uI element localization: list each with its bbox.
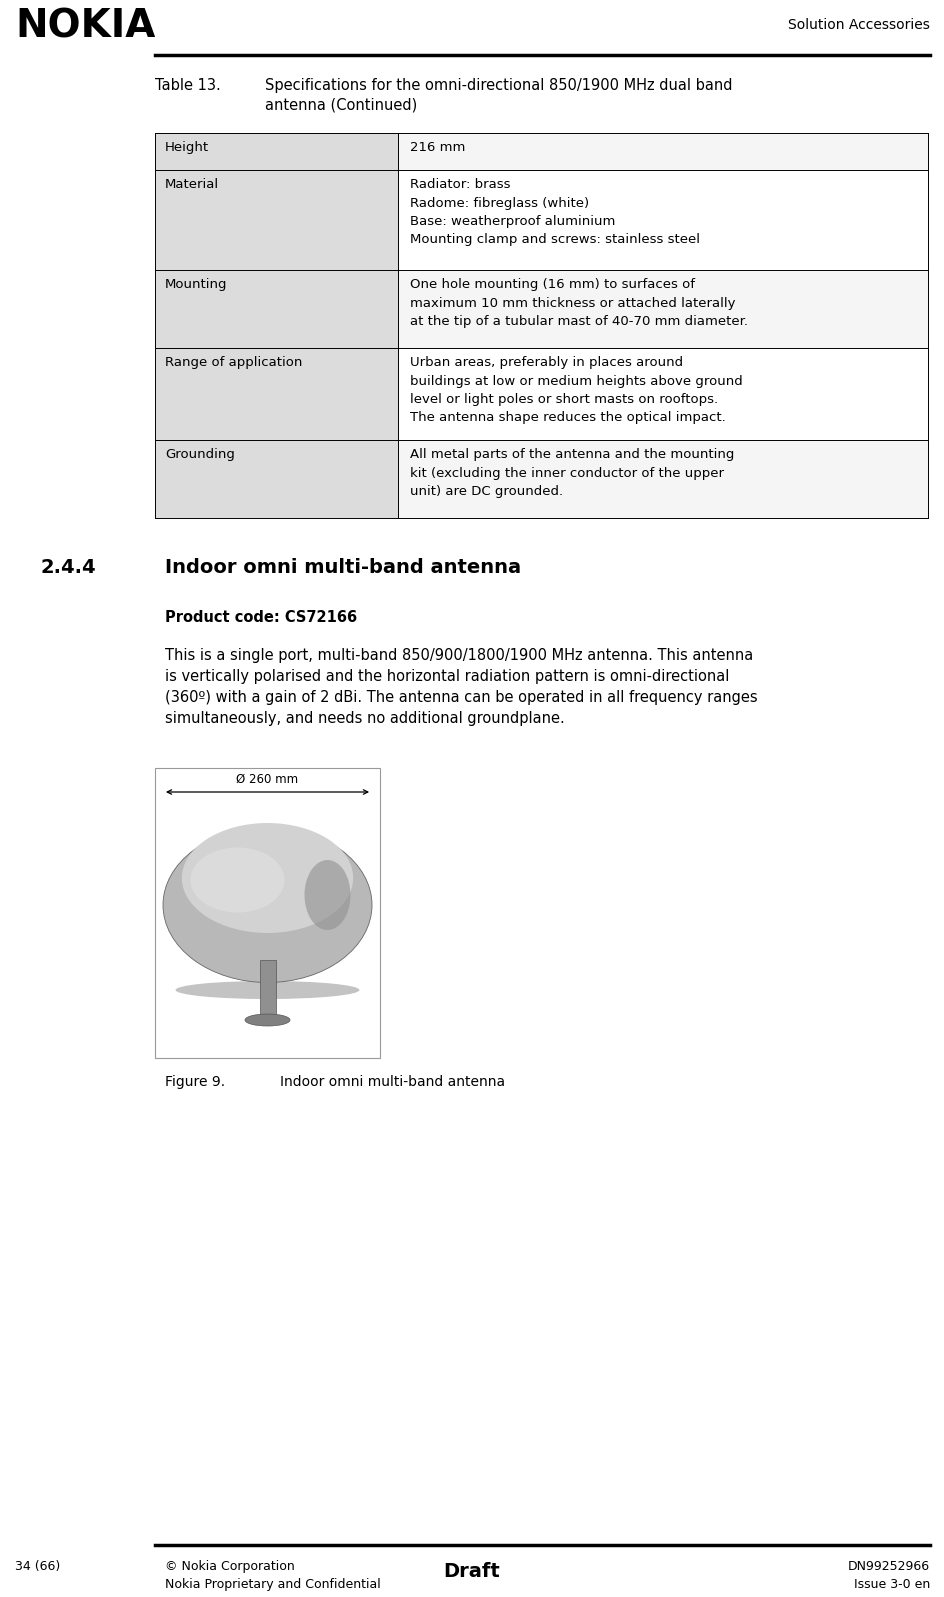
Text: Indoor omni multi-band antenna: Indoor omni multi-band antenna: [279, 1075, 505, 1089]
Bar: [155, 768, 379, 1057]
Text: simultaneously, and needs no additional groundplane.: simultaneously, and needs no additional …: [165, 711, 565, 727]
Text: Mounting: Mounting: [165, 278, 228, 291]
Text: Solution Accessories: Solution Accessories: [787, 18, 929, 32]
Ellipse shape: [181, 822, 353, 933]
Text: Ø 260 mm: Ø 260 mm: [236, 773, 298, 786]
Ellipse shape: [162, 827, 372, 982]
Bar: [155, 348, 397, 441]
Bar: [155, 169, 397, 270]
Text: Nokia Proprietary and Confidential: Nokia Proprietary and Confidential: [165, 1578, 380, 1591]
Bar: [397, 169, 927, 270]
Text: is vertically polarised and the horizontal radiation pattern is omni-directional: is vertically polarised and the horizont…: [165, 669, 729, 684]
Bar: [397, 270, 927, 348]
Text: Range of application: Range of application: [165, 356, 302, 369]
Bar: [397, 133, 927, 169]
Text: Radiator: brass
Radome: fibreglass (white)
Base: weatherproof aluminium
Mounting: Radiator: brass Radome: fibreglass (whit…: [410, 177, 700, 246]
Text: Indoor omni multi-band antenna: Indoor omni multi-band antenna: [165, 557, 520, 577]
Text: Product code: CS72166: Product code: CS72166: [165, 610, 357, 624]
Text: © Nokia Corporation: © Nokia Corporation: [165, 1560, 295, 1573]
Ellipse shape: [244, 1014, 290, 1025]
Text: Material: Material: [165, 177, 219, 192]
Bar: [397, 441, 927, 517]
Text: Urban areas, preferably in places around
buildings at low or medium heights abov: Urban areas, preferably in places around…: [410, 356, 742, 425]
Text: Draft: Draft: [443, 1562, 499, 1581]
Text: NOKIA: NOKIA: [15, 6, 155, 45]
Ellipse shape: [191, 848, 284, 912]
Text: Height: Height: [165, 141, 209, 153]
Bar: [155, 441, 397, 517]
Bar: [155, 270, 397, 348]
Bar: [155, 133, 397, 169]
Text: This is a single port, multi-band 850/900/1800/1900 MHz antenna. This antenna: This is a single port, multi-band 850/90…: [165, 648, 752, 663]
Bar: [260, 960, 276, 1020]
Text: Issue 3-0 en: Issue 3-0 en: [852, 1578, 929, 1591]
Text: 2.4.4: 2.4.4: [40, 557, 95, 577]
Text: DN99252966: DN99252966: [847, 1560, 929, 1573]
Text: One hole mounting (16 mm) to surfaces of
maximum 10 mm thickness or attached lat: One hole mounting (16 mm) to surfaces of…: [410, 278, 748, 327]
Ellipse shape: [304, 861, 350, 929]
Bar: [397, 348, 927, 441]
Text: 216 mm: 216 mm: [410, 141, 464, 153]
Text: Table 13.: Table 13.: [155, 78, 221, 93]
Text: 34 (66): 34 (66): [15, 1560, 60, 1573]
Text: Figure 9.: Figure 9.: [165, 1075, 225, 1089]
Ellipse shape: [176, 981, 359, 1000]
Text: (360º) with a gain of 2 dBi. The antenna can be operated in all frequency ranges: (360º) with a gain of 2 dBi. The antenna…: [165, 690, 757, 704]
Text: Specifications for the omni-directional 850/1900 MHz dual band
antenna (Continue: Specifications for the omni-directional …: [264, 78, 732, 113]
Text: Grounding: Grounding: [165, 449, 235, 462]
Text: All metal parts of the antenna and the mounting
kit (excluding the inner conduct: All metal parts of the antenna and the m…: [410, 449, 733, 498]
